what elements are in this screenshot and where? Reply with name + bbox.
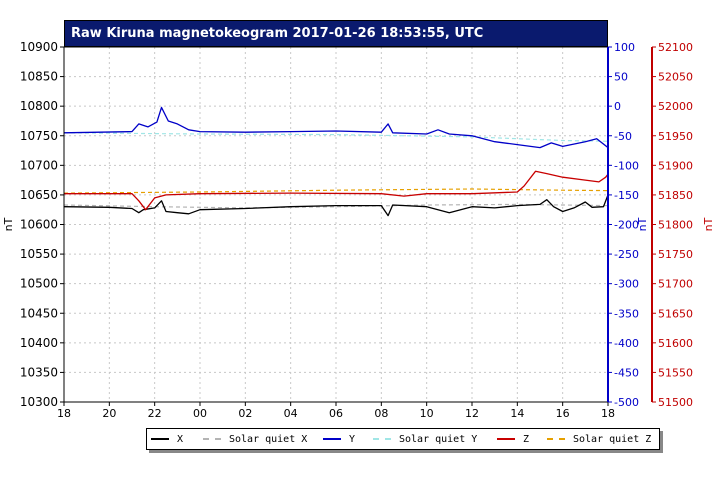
left-tick-label: 10900 [20,40,58,54]
legend-swatch [497,438,515,440]
blue-tick-label: -300 [614,278,639,291]
blue-tick-label: 0 [614,100,621,113]
left-axis-label: nT [2,217,15,231]
red-tick-label: 51850 [658,189,693,202]
left-tick-label: 10400 [20,336,58,350]
series-layer [64,106,608,217]
left-tick-label: 10750 [20,129,58,143]
red-tick-label: 51700 [658,278,693,291]
x-tick-label: 08 [374,407,388,420]
blue-tick-label: -100 [614,159,639,172]
left-tick-label: 10850 [20,70,58,84]
x-tick-label: 02 [238,407,252,420]
left-tick-label: 10500 [20,277,58,291]
red-tick-label: 51800 [658,219,693,232]
blue-tick-label: 50 [614,71,628,84]
series-line-z [64,170,608,211]
left-tick-label: 10350 [20,365,58,379]
axes: 18 20 22 00 02 04 06 08 10 12 14 16 1810300103501040… [2,40,715,420]
red-tick-label: 51500 [658,396,693,409]
legend-item: Solar quiet Y [373,432,477,446]
red-tick-label: 51650 [658,307,693,320]
chart-title-bar: Raw Kiruna magnetokeogram 2017-01-26 18:… [64,20,608,47]
blue-tick-label: -150 [614,189,639,202]
red-tick-label: 52100 [658,41,693,54]
chart-title: Raw Kiruna magnetokeogram 2017-01-26 18:… [71,26,484,41]
legend-label: Solar quiet Z [573,433,652,445]
legend-item: Solar quiet Z [547,432,651,446]
legend-label: Y [349,433,356,445]
x-tick-label: 18 [601,407,615,420]
red-tick-label: 52000 [658,100,693,113]
legend-item: Solar quiet X [203,432,307,446]
legend-swatch [203,438,221,440]
left-tick-label: 10300 [20,395,58,409]
left-tick-label: 10550 [20,247,58,261]
blue-tick-label: 100 [614,41,635,54]
red-tick-label: 52050 [658,71,693,84]
series-line-x [64,193,608,217]
x-tick-label: 12 [465,407,479,420]
x-tick-label: 06 [329,407,343,420]
legend-label: Z [523,433,530,445]
x-tick-label: 00 [193,407,207,420]
x-tick-label: 14 [510,407,524,420]
red-tick-label: 51750 [658,248,693,261]
legend-swatch [373,438,391,440]
red-tick-label: 51550 [658,366,693,379]
red-tick-label: 51900 [658,159,693,172]
series-line-solar-quiet-z [64,188,608,194]
blue-axis-label: nT [636,217,649,231]
blue-tick-label: -200 [614,219,639,232]
legend-label: X [177,433,184,445]
blue-tick-label: -350 [614,307,639,320]
left-tick-label: 10600 [20,218,58,232]
x-tick-label: 10 [420,407,434,420]
left-tick-label: 10650 [20,188,58,202]
legend-item: Y [323,432,355,446]
x-tick-label: 18 [57,407,71,420]
legend-label: Solar quiet X [229,433,308,445]
series-line-y [64,106,608,149]
red-tick-label: 51950 [658,130,693,143]
blue-tick-label: -50 [614,130,632,143]
legend-item: X [151,432,183,446]
legend-swatch [547,438,565,440]
legend-label: Solar quiet Y [399,433,478,445]
x-tick-label: 16 [556,407,570,420]
series-line-solar-quiet-y [64,132,608,142]
blue-tick-label: -450 [614,366,639,379]
x-tick-label: 04 [284,407,298,420]
blue-tick-label: -400 [614,337,639,350]
legend-item: Z [497,432,529,446]
red-tick-label: 51600 [658,337,693,350]
blue-tick-label: -250 [614,248,639,261]
left-tick-label: 10450 [20,306,58,320]
left-tick-label: 10700 [20,158,58,172]
grid [64,47,608,402]
blue-tick-label: -500 [614,396,639,409]
left-tick-label: 10800 [20,99,58,113]
red-axis-label: nT [702,217,715,231]
legend-swatch [323,438,341,440]
legend-swatch [151,438,169,440]
legend: X Solar quiet X Y Solar quiet Y Z Solar quiet… [146,428,660,450]
x-tick-label: 22 [148,407,162,420]
x-tick-label: 20 [102,407,116,420]
